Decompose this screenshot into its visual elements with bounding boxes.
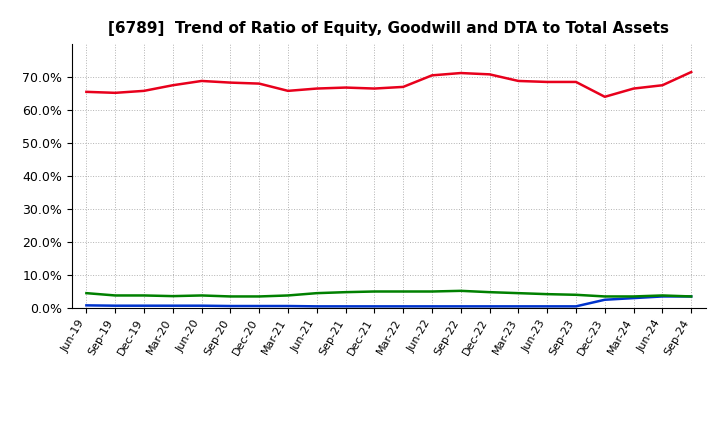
Deferred Tax Assets (82, 290, 91, 296)
Goodwill (629, 296, 638, 301)
Deferred Tax Assets (312, 290, 321, 296)
Equity (572, 79, 580, 84)
Deferred Tax Assets (658, 293, 667, 298)
Equity (284, 88, 292, 93)
Deferred Tax Assets (687, 294, 696, 299)
Goodwill (197, 303, 206, 308)
Goodwill (168, 303, 177, 308)
Goodwill (456, 304, 465, 309)
Title: [6789]  Trend of Ratio of Equity, Goodwill and DTA to Total Assets: [6789] Trend of Ratio of Equity, Goodwil… (108, 21, 670, 36)
Equity (428, 73, 436, 78)
Goodwill (284, 304, 292, 309)
Deferred Tax Assets (255, 294, 264, 299)
Equity (629, 86, 638, 91)
Goodwill (543, 304, 552, 309)
Deferred Tax Assets (140, 293, 148, 298)
Goodwill (658, 294, 667, 299)
Deferred Tax Assets (226, 294, 235, 299)
Goodwill (82, 303, 91, 308)
Equity (255, 81, 264, 86)
Goodwill (111, 303, 120, 308)
Deferred Tax Assets (629, 294, 638, 299)
Goodwill (600, 297, 609, 302)
Goodwill (226, 304, 235, 309)
Deferred Tax Assets (197, 293, 206, 298)
Deferred Tax Assets (543, 291, 552, 297)
Equity (600, 94, 609, 99)
Equity (82, 89, 91, 95)
Goodwill (428, 304, 436, 309)
Deferred Tax Assets (428, 289, 436, 294)
Deferred Tax Assets (168, 293, 177, 299)
Equity (341, 85, 350, 90)
Equity (687, 70, 696, 75)
Goodwill (572, 304, 580, 309)
Deferred Tax Assets (370, 289, 379, 294)
Goodwill (341, 304, 350, 309)
Deferred Tax Assets (456, 288, 465, 293)
Goodwill (255, 304, 264, 309)
Equity (370, 86, 379, 91)
Goodwill (485, 304, 494, 309)
Equity (312, 86, 321, 91)
Equity (168, 83, 177, 88)
Goodwill (514, 304, 523, 309)
Deferred Tax Assets (399, 289, 408, 294)
Goodwill (370, 304, 379, 309)
Equity (197, 78, 206, 84)
Equity (543, 79, 552, 84)
Equity (111, 90, 120, 95)
Equity (140, 88, 148, 93)
Deferred Tax Assets (600, 294, 609, 299)
Equity (658, 83, 667, 88)
Deferred Tax Assets (514, 290, 523, 296)
Deferred Tax Assets (111, 293, 120, 298)
Equity (514, 78, 523, 84)
Deferred Tax Assets (284, 293, 292, 298)
Line: Goodwill: Goodwill (86, 297, 691, 306)
Goodwill (687, 294, 696, 299)
Line: Deferred Tax Assets: Deferred Tax Assets (86, 291, 691, 297)
Equity (485, 72, 494, 77)
Deferred Tax Assets (572, 292, 580, 297)
Equity (456, 70, 465, 76)
Equity (226, 80, 235, 85)
Equity (399, 84, 408, 90)
Deferred Tax Assets (341, 290, 350, 295)
Deferred Tax Assets (485, 290, 494, 295)
Goodwill (399, 304, 408, 309)
Goodwill (140, 303, 148, 308)
Line: Equity: Equity (86, 72, 691, 97)
Goodwill (312, 304, 321, 309)
